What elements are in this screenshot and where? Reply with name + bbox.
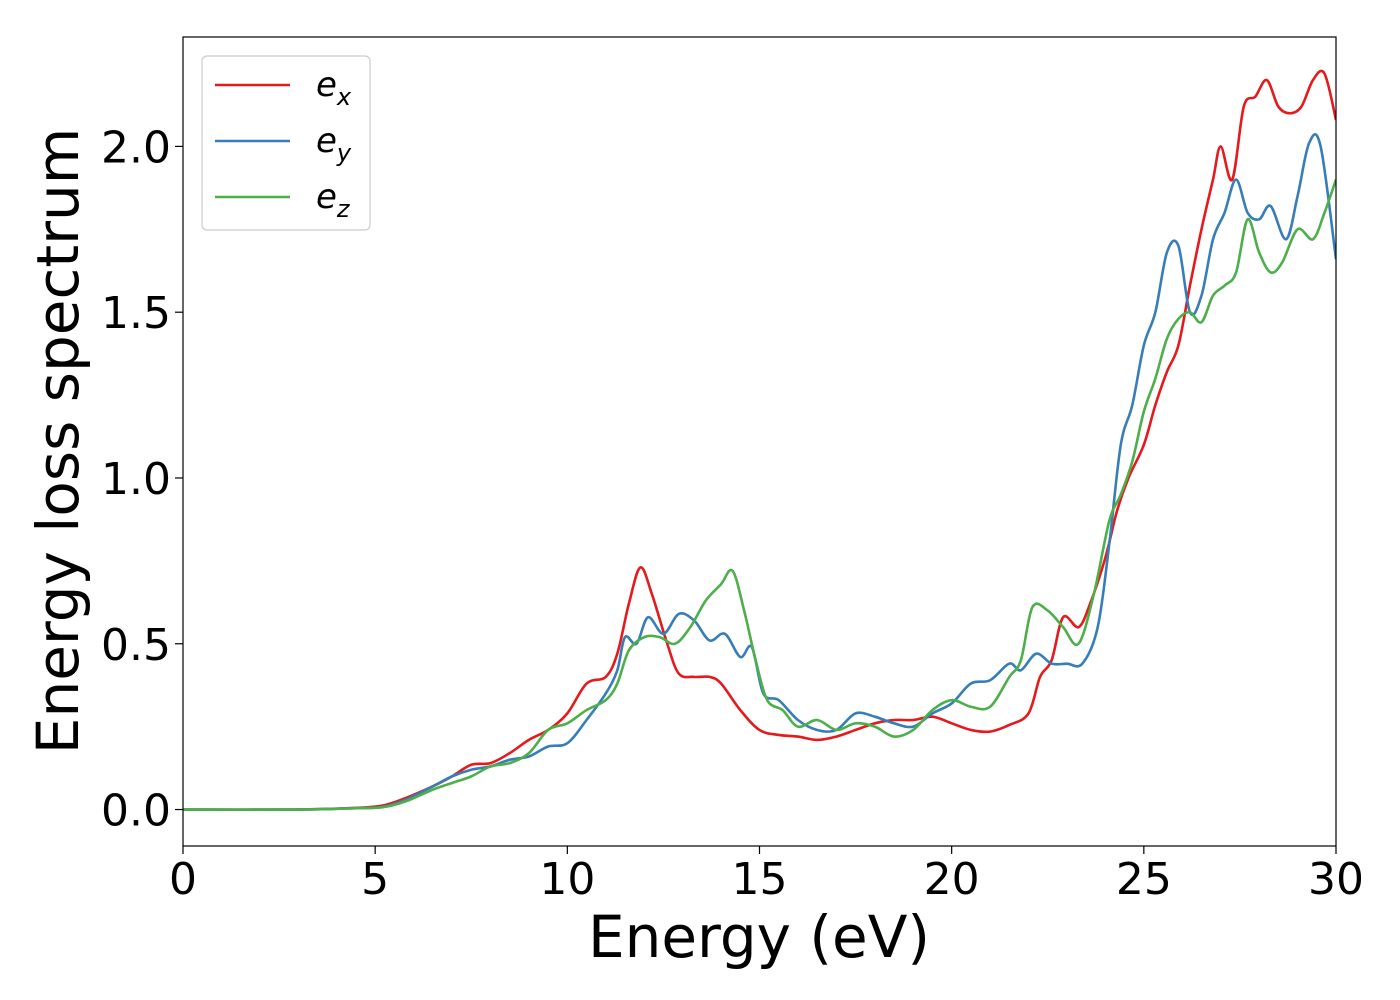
x-tick-label: 0 (169, 854, 197, 905)
x-tick-label: 25 (1116, 854, 1172, 905)
y-tick-label: 1.0 (101, 454, 171, 505)
x-tick-label: 5 (361, 854, 389, 905)
legend-label-x: ex (316, 65, 352, 111)
legend-box (201, 55, 371, 231)
series-line-z (183, 179, 1336, 811)
series-line-x (183, 69, 1336, 811)
y-axis-title: Energy loss spectrum (24, 128, 92, 754)
plot-lines (183, 69, 1336, 811)
y-tick-label: 1.5 (101, 288, 171, 339)
y-tick-label: 0.0 (101, 786, 171, 837)
x-tick-label: 30 (1308, 854, 1364, 905)
axes: 0 5 10 15 20 25 30 0.0 0.5 1.0 1.5 2.0 (101, 36, 1364, 905)
x-tick-label: 15 (732, 854, 788, 905)
y-tick-label: 0.5 (101, 620, 171, 671)
x-tick-label: 20 (924, 854, 980, 905)
y-tick-label: 2.0 (101, 122, 171, 173)
series-line-y (183, 133, 1336, 811)
x-tick-label: 10 (539, 854, 595, 905)
x-axis-title: Energy (eV) (588, 903, 930, 971)
